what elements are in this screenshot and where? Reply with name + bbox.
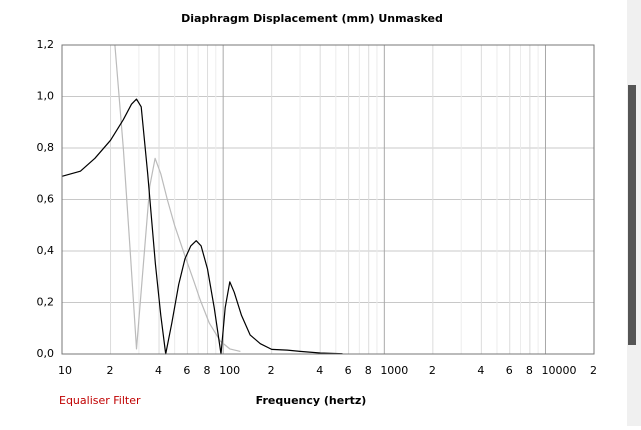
- y-tick-label: 0,8: [37, 141, 55, 154]
- chart-title: Diaphragm Displacement (mm) Unmasked: [181, 12, 443, 25]
- series-line: [61, 98, 343, 355]
- x-tick-label: 100: [219, 364, 240, 377]
- x-tick-label: 6: [183, 364, 190, 377]
- x-tick-label: 2: [590, 364, 597, 377]
- y-tick-label: 0,4: [37, 244, 55, 257]
- x-tick-label: 2: [107, 364, 114, 377]
- y-tick-label: 0,6: [37, 193, 55, 206]
- series-line: [114, 44, 241, 352]
- x-tick-label: 4: [316, 364, 323, 377]
- x-tick-label: 2: [268, 364, 275, 377]
- x-axis-label: Frequency (hertz): [256, 394, 367, 407]
- lines: [61, 44, 343, 355]
- y-tick-label: 0,0: [37, 347, 55, 360]
- x-tick-label: 8: [526, 364, 533, 377]
- grid: [61, 44, 595, 355]
- x-tick-label: 2: [429, 364, 436, 377]
- y-tick-label: 1,2: [37, 38, 55, 51]
- y-tick-label: 1,0: [37, 90, 55, 103]
- x-tick-label: 6: [506, 364, 513, 377]
- x-tick-label: 8: [365, 364, 372, 377]
- x-tick-label: 1000: [380, 364, 408, 377]
- x-tick-label: 10: [58, 364, 72, 377]
- x-tick-label: 8: [204, 364, 211, 377]
- x-tick-label: 10000: [541, 364, 576, 377]
- x-tick-label: 6: [345, 364, 352, 377]
- annotation: Equaliser Filter: [59, 394, 141, 407]
- y-tick-label: 0,2: [37, 296, 55, 309]
- x-tick-label: 4: [477, 364, 484, 377]
- scrollbar-thumb: [628, 85, 636, 345]
- plot-frame: [61, 44, 595, 355]
- x-tick-label: 4: [155, 364, 162, 377]
